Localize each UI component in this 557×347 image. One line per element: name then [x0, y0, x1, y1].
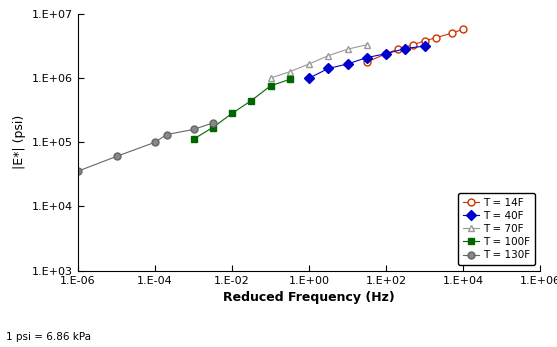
X-axis label: Reduced Frequency (Hz): Reduced Frequency (Hz) — [223, 291, 395, 304]
Line: T = 14F: T = 14F — [364, 26, 467, 66]
T = 100F — [190, 137, 197, 141]
T = 40F — [364, 56, 370, 60]
T = 40F — [325, 66, 332, 70]
T = 14F — [364, 60, 370, 64]
T = 100F — [209, 125, 216, 129]
T = 14F — [448, 31, 455, 35]
Line: T = 70F: T = 70F — [267, 41, 370, 82]
Line: T = 130F: T = 130F — [75, 119, 216, 175]
Line: T = 40F: T = 40F — [306, 42, 428, 82]
T = 130F — [209, 121, 216, 125]
T = 14F — [394, 47, 401, 51]
T = 40F — [306, 76, 312, 80]
T = 14F — [421, 39, 428, 43]
T = 70F — [325, 53, 332, 58]
T = 100F — [286, 77, 293, 82]
T = 14F — [383, 52, 389, 56]
T = 70F — [267, 76, 274, 80]
T = 40F — [421, 44, 428, 48]
Text: 1 psi = 6.86 kPa: 1 psi = 6.86 kPa — [6, 332, 91, 342]
Legend: T = 14F, T = 40F, T = 70F, T = 100F, T = 130F: T = 14F, T = 40F, T = 70F, T = 100F, T =… — [458, 193, 535, 265]
T = 130F — [113, 154, 120, 159]
T = 70F — [286, 70, 293, 74]
T = 40F — [383, 52, 389, 56]
T = 14F — [410, 43, 417, 47]
T = 14F — [460, 27, 467, 31]
T = 40F — [344, 62, 351, 66]
T = 100F — [267, 84, 274, 88]
T = 70F — [344, 47, 351, 51]
T = 130F — [152, 140, 158, 144]
Line: T = 100F: T = 100F — [190, 76, 294, 143]
T = 130F — [163, 133, 170, 137]
Y-axis label: |E*| (psi): |E*| (psi) — [13, 115, 26, 169]
T = 100F — [229, 111, 236, 116]
T = 40F — [402, 46, 409, 51]
T = 70F — [364, 43, 370, 47]
T = 130F — [190, 127, 197, 132]
T = 130F — [75, 169, 81, 173]
T = 70F — [306, 62, 312, 66]
T = 100F — [248, 99, 255, 103]
T = 14F — [433, 35, 439, 40]
